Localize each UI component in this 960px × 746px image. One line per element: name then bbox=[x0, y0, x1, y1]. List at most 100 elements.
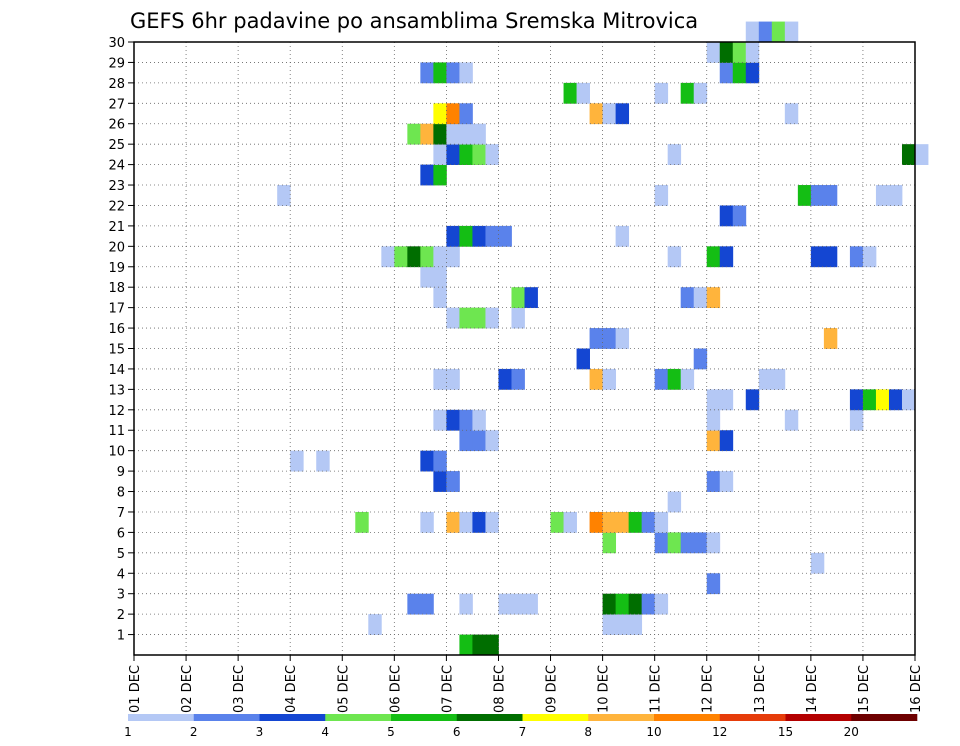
heatmap-cell bbox=[446, 511, 460, 533]
heatmap-cell bbox=[680, 82, 695, 104]
heatmap-cell bbox=[472, 511, 486, 533]
heatmap-cell bbox=[459, 307, 473, 329]
y-tick-label: 9 bbox=[117, 465, 125, 480]
heatmap-cell bbox=[719, 42, 734, 63]
y-tick-label: 18 bbox=[108, 281, 125, 296]
heatmap-cell bbox=[446, 144, 460, 165]
heatmap-cell bbox=[771, 368, 786, 390]
heatmap-cell bbox=[433, 368, 447, 390]
y-tick-label: 17 bbox=[108, 302, 125, 317]
heatmap-cell bbox=[693, 287, 708, 309]
heatmap-cell bbox=[654, 532, 669, 554]
y-tick-label: 22 bbox=[108, 199, 125, 214]
heatmap-cell bbox=[368, 614, 382, 635]
y-tick-label: 25 bbox=[108, 138, 125, 153]
heatmap-cell bbox=[615, 593, 630, 615]
heatmap-cell bbox=[433, 246, 447, 268]
heatmap-cell bbox=[446, 246, 460, 268]
y-tick-label: 2 bbox=[117, 608, 125, 623]
heatmap-cell bbox=[706, 471, 721, 492]
heatmap-cell bbox=[615, 511, 630, 533]
x-tick-label: 16 DEC bbox=[909, 665, 924, 713]
heatmap-cell bbox=[915, 144, 929, 165]
heatmap-cell bbox=[862, 389, 877, 411]
y-tick-label: 10 bbox=[108, 445, 125, 460]
y-axis: 1234567891011121314151617181920212223242… bbox=[108, 36, 134, 644]
x-tick-label: 14 DEC bbox=[805, 665, 820, 713]
y-tick-label: 8 bbox=[117, 486, 125, 501]
heatmap-cell bbox=[472, 144, 486, 165]
grid-layer bbox=[134, 41, 915, 655]
y-tick-label: 11 bbox=[108, 424, 125, 439]
heatmap-cell bbox=[485, 430, 499, 452]
x-tick-label: 11 DEC bbox=[649, 665, 664, 713]
heatmap-cell bbox=[511, 593, 525, 615]
heatmap-cell bbox=[446, 307, 460, 329]
heatmap-cell bbox=[719, 389, 734, 411]
heatmap-cell bbox=[602, 532, 617, 554]
heatmap-cell bbox=[615, 103, 630, 125]
heatmap-cell bbox=[407, 593, 421, 615]
heatmap-cell bbox=[420, 164, 434, 186]
colorbar-label: 8 bbox=[584, 725, 592, 739]
y-tick-label: 19 bbox=[108, 261, 125, 276]
heatmap-cell bbox=[498, 225, 512, 247]
heatmap-cell bbox=[680, 368, 695, 390]
heatmap-cell bbox=[628, 593, 643, 615]
heatmap-cell bbox=[602, 511, 617, 533]
heatmap-cell bbox=[875, 185, 890, 206]
heatmap-cell bbox=[706, 430, 721, 452]
heatmap-cell bbox=[459, 62, 473, 84]
heatmap-cell bbox=[498, 368, 512, 390]
colorbar-segment bbox=[391, 714, 458, 721]
heatmap-cell bbox=[589, 103, 603, 125]
heatmap-cell bbox=[706, 532, 721, 554]
heatmap-cell bbox=[485, 511, 499, 533]
x-tick-label: 02 DEC bbox=[180, 665, 195, 713]
heatmap-cell bbox=[420, 593, 434, 615]
heatmap-cell bbox=[511, 287, 525, 309]
heatmap-cell bbox=[849, 246, 864, 268]
y-tick-label: 20 bbox=[108, 240, 125, 255]
colorbar-label: 6 bbox=[453, 725, 461, 739]
colorbar-label: 1 bbox=[124, 725, 132, 739]
x-tick-label: 12 DEC bbox=[701, 665, 716, 713]
heatmap-cell bbox=[498, 593, 512, 615]
heatmap-cell bbox=[693, 532, 708, 554]
heatmap-cell bbox=[706, 42, 721, 63]
colorbar-label: 20 bbox=[844, 725, 859, 739]
colorbar-label: 10 bbox=[646, 725, 661, 739]
colorbar-segment bbox=[851, 714, 918, 721]
heatmap-cell bbox=[784, 21, 799, 43]
heatmap-cell bbox=[433, 164, 447, 186]
heatmap-cell bbox=[693, 348, 708, 370]
x-tick-label: 09 DEC bbox=[545, 665, 560, 713]
heatmap-cell bbox=[433, 62, 447, 84]
heatmap-cell bbox=[602, 614, 617, 635]
chart-title: GEFS 6hr padavine po ansamblima Sremska … bbox=[130, 9, 698, 33]
heatmap-cell bbox=[706, 389, 721, 411]
heatmap-cell bbox=[511, 368, 525, 390]
x-tick-label: 10 DEC bbox=[597, 665, 612, 713]
heatmap-cell bbox=[433, 123, 447, 145]
heatmap-cell bbox=[667, 532, 682, 554]
heatmap-cell bbox=[459, 409, 473, 431]
heatmap-cell bbox=[407, 123, 421, 145]
y-tick-label: 28 bbox=[108, 77, 125, 92]
heatmap-cell bbox=[589, 328, 603, 349]
heatmap-cell bbox=[784, 103, 799, 125]
heatmap-cell bbox=[628, 511, 643, 533]
heatmap-cell bbox=[745, 21, 760, 43]
heatmap-cell bbox=[459, 225, 473, 247]
y-tick-label: 1 bbox=[117, 629, 125, 644]
heatmap-cell bbox=[680, 532, 695, 554]
y-tick-label: 4 bbox=[117, 567, 125, 582]
heatmap-cell bbox=[693, 82, 708, 104]
heatmap-cell bbox=[823, 185, 838, 206]
heatmap-cell bbox=[485, 634, 499, 656]
heatmap-cell bbox=[576, 82, 590, 104]
colorbar-segment bbox=[654, 714, 721, 721]
heatmap-cell bbox=[459, 511, 473, 533]
heatmap-cell bbox=[667, 368, 682, 390]
